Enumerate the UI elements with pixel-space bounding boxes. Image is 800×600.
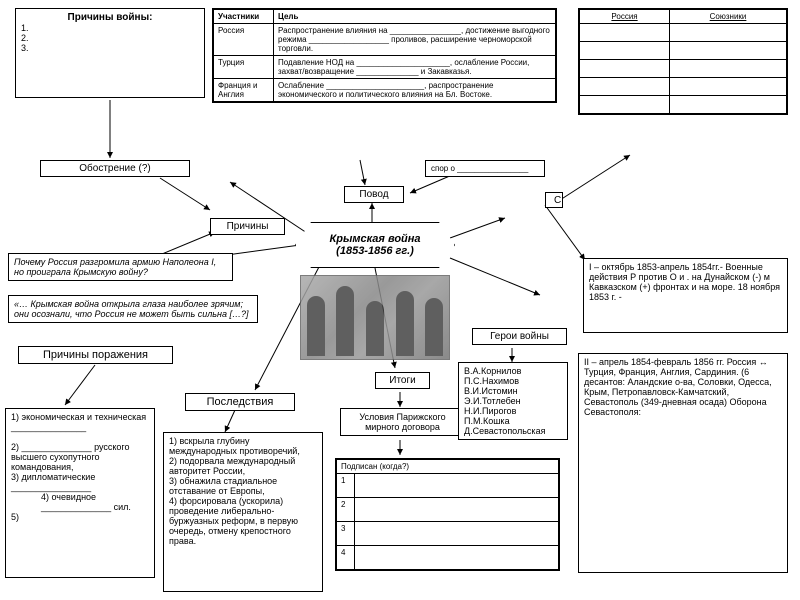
question-2: «… Крымская война открыла глаза наиболее… xyxy=(8,295,258,323)
posledstvia-label: Последствия xyxy=(185,393,295,411)
pt-h2: Цель xyxy=(274,10,556,24)
prichiny-porazhenia-label: Причины поражения xyxy=(18,346,173,364)
pt-r1-p: Россия xyxy=(214,24,274,56)
spor-label: спор о ________________ xyxy=(425,160,545,177)
central-title: Крымская война xyxy=(329,233,420,245)
central-topic: Крымская война (1853-1856 гг.) xyxy=(295,222,455,268)
causes-title: Причины войны: xyxy=(21,12,199,23)
hero-4: Н.И.Пирогов xyxy=(464,406,562,416)
dr-5: 5) xyxy=(11,512,149,522)
obostrenie-label: Обострение (?) xyxy=(40,160,190,177)
hero-3: Э.И.Тотлебен xyxy=(464,396,562,406)
sr-2: 2 xyxy=(337,498,355,522)
illustration xyxy=(300,275,450,360)
cause-2: 2. xyxy=(21,33,199,43)
defeat-reasons: 1) экономическая и техническая _________… xyxy=(5,408,155,578)
heroes-list: В.А.Корнилов П.С.Нахимов В.И.Истомин Э.И… xyxy=(458,362,568,440)
pt-r3-g: Ослабление ______________________, распр… xyxy=(274,79,556,102)
stage1-box: I – октябрь 1853-апрель 1854гг.- Военные… xyxy=(583,258,788,333)
rt-row xyxy=(580,24,787,42)
pt-h1: Участники xyxy=(214,10,274,24)
question-1: Почему Россия разгромила армию Наполеона… xyxy=(8,253,233,281)
itogi-label: Итоги xyxy=(375,372,430,389)
dr-2: 2) ______________ русского высшего сухоп… xyxy=(11,442,149,472)
pt-r1-g: Распространение влияния на _____________… xyxy=(274,24,556,56)
central-dates: (1853-1856 гг.) xyxy=(336,245,414,257)
rt-row xyxy=(580,60,787,78)
cause-3: 3. xyxy=(21,43,199,53)
prichiny-label: Причины xyxy=(210,218,285,235)
rt-row xyxy=(580,96,787,114)
rt-row xyxy=(580,42,787,60)
dr-3: 3) дипломатические ________________ xyxy=(11,472,149,492)
cons-3: 3) обнажила стадиальное отставание от Ев… xyxy=(169,476,317,496)
paris-treaty: Условия Парижского мирного договора xyxy=(340,408,465,436)
sr-4: 4 xyxy=(337,546,355,570)
participants-table: Участники Цель Россия Распространение вл… xyxy=(212,8,557,103)
pt-r3-p: Франция и Англия xyxy=(214,79,274,102)
hero-6: Д.Севастопольская xyxy=(464,426,562,436)
stage2-box: II – апрель 1854-февраль 1856 гг. Россия… xyxy=(578,353,788,573)
cons-4: 4) форсировала (ускорила) проведение либ… xyxy=(169,496,317,546)
geroi-label: Герои войны xyxy=(472,328,567,345)
sr-3: 3 xyxy=(337,522,355,546)
small-box: С xyxy=(545,192,563,208)
rt-c2: Союзники xyxy=(670,10,787,24)
causes-box: Причины войны: 1. 2. 3. xyxy=(15,8,205,98)
right-top-table: Россия Союзники xyxy=(578,8,788,115)
dr-4: 4) очевидное ______________ сил. xyxy=(11,492,149,512)
hero-1: П.С.Нахимов xyxy=(464,376,562,386)
signed-header: Подписан (когда?) xyxy=(337,460,559,474)
rt-row xyxy=(580,78,787,96)
hero-5: П.М.Кошка xyxy=(464,416,562,426)
signed-table: Подписан (когда?) 1 2 3 4 xyxy=(335,458,560,571)
consequences-box: 1) вскрыла глубину международных противо… xyxy=(163,432,323,592)
dr-1: 1) экономическая и техническая _________… xyxy=(11,412,149,432)
cause-1: 1. xyxy=(21,23,199,33)
cons-1: 1) вскрыла глубину международных противо… xyxy=(169,436,317,456)
povod-label: Повод xyxy=(344,186,404,203)
pt-r2-p: Турция xyxy=(214,56,274,79)
hero-2: В.И.Истомин xyxy=(464,386,562,396)
cons-2: 2) подорвала международный авторитет Рос… xyxy=(169,456,317,476)
hero-0: В.А.Корнилов xyxy=(464,366,562,376)
pt-r2-g: Подавление НОД на _____________________,… xyxy=(274,56,556,79)
sr-1: 1 xyxy=(337,474,355,498)
rt-c1: Россия xyxy=(580,10,670,24)
